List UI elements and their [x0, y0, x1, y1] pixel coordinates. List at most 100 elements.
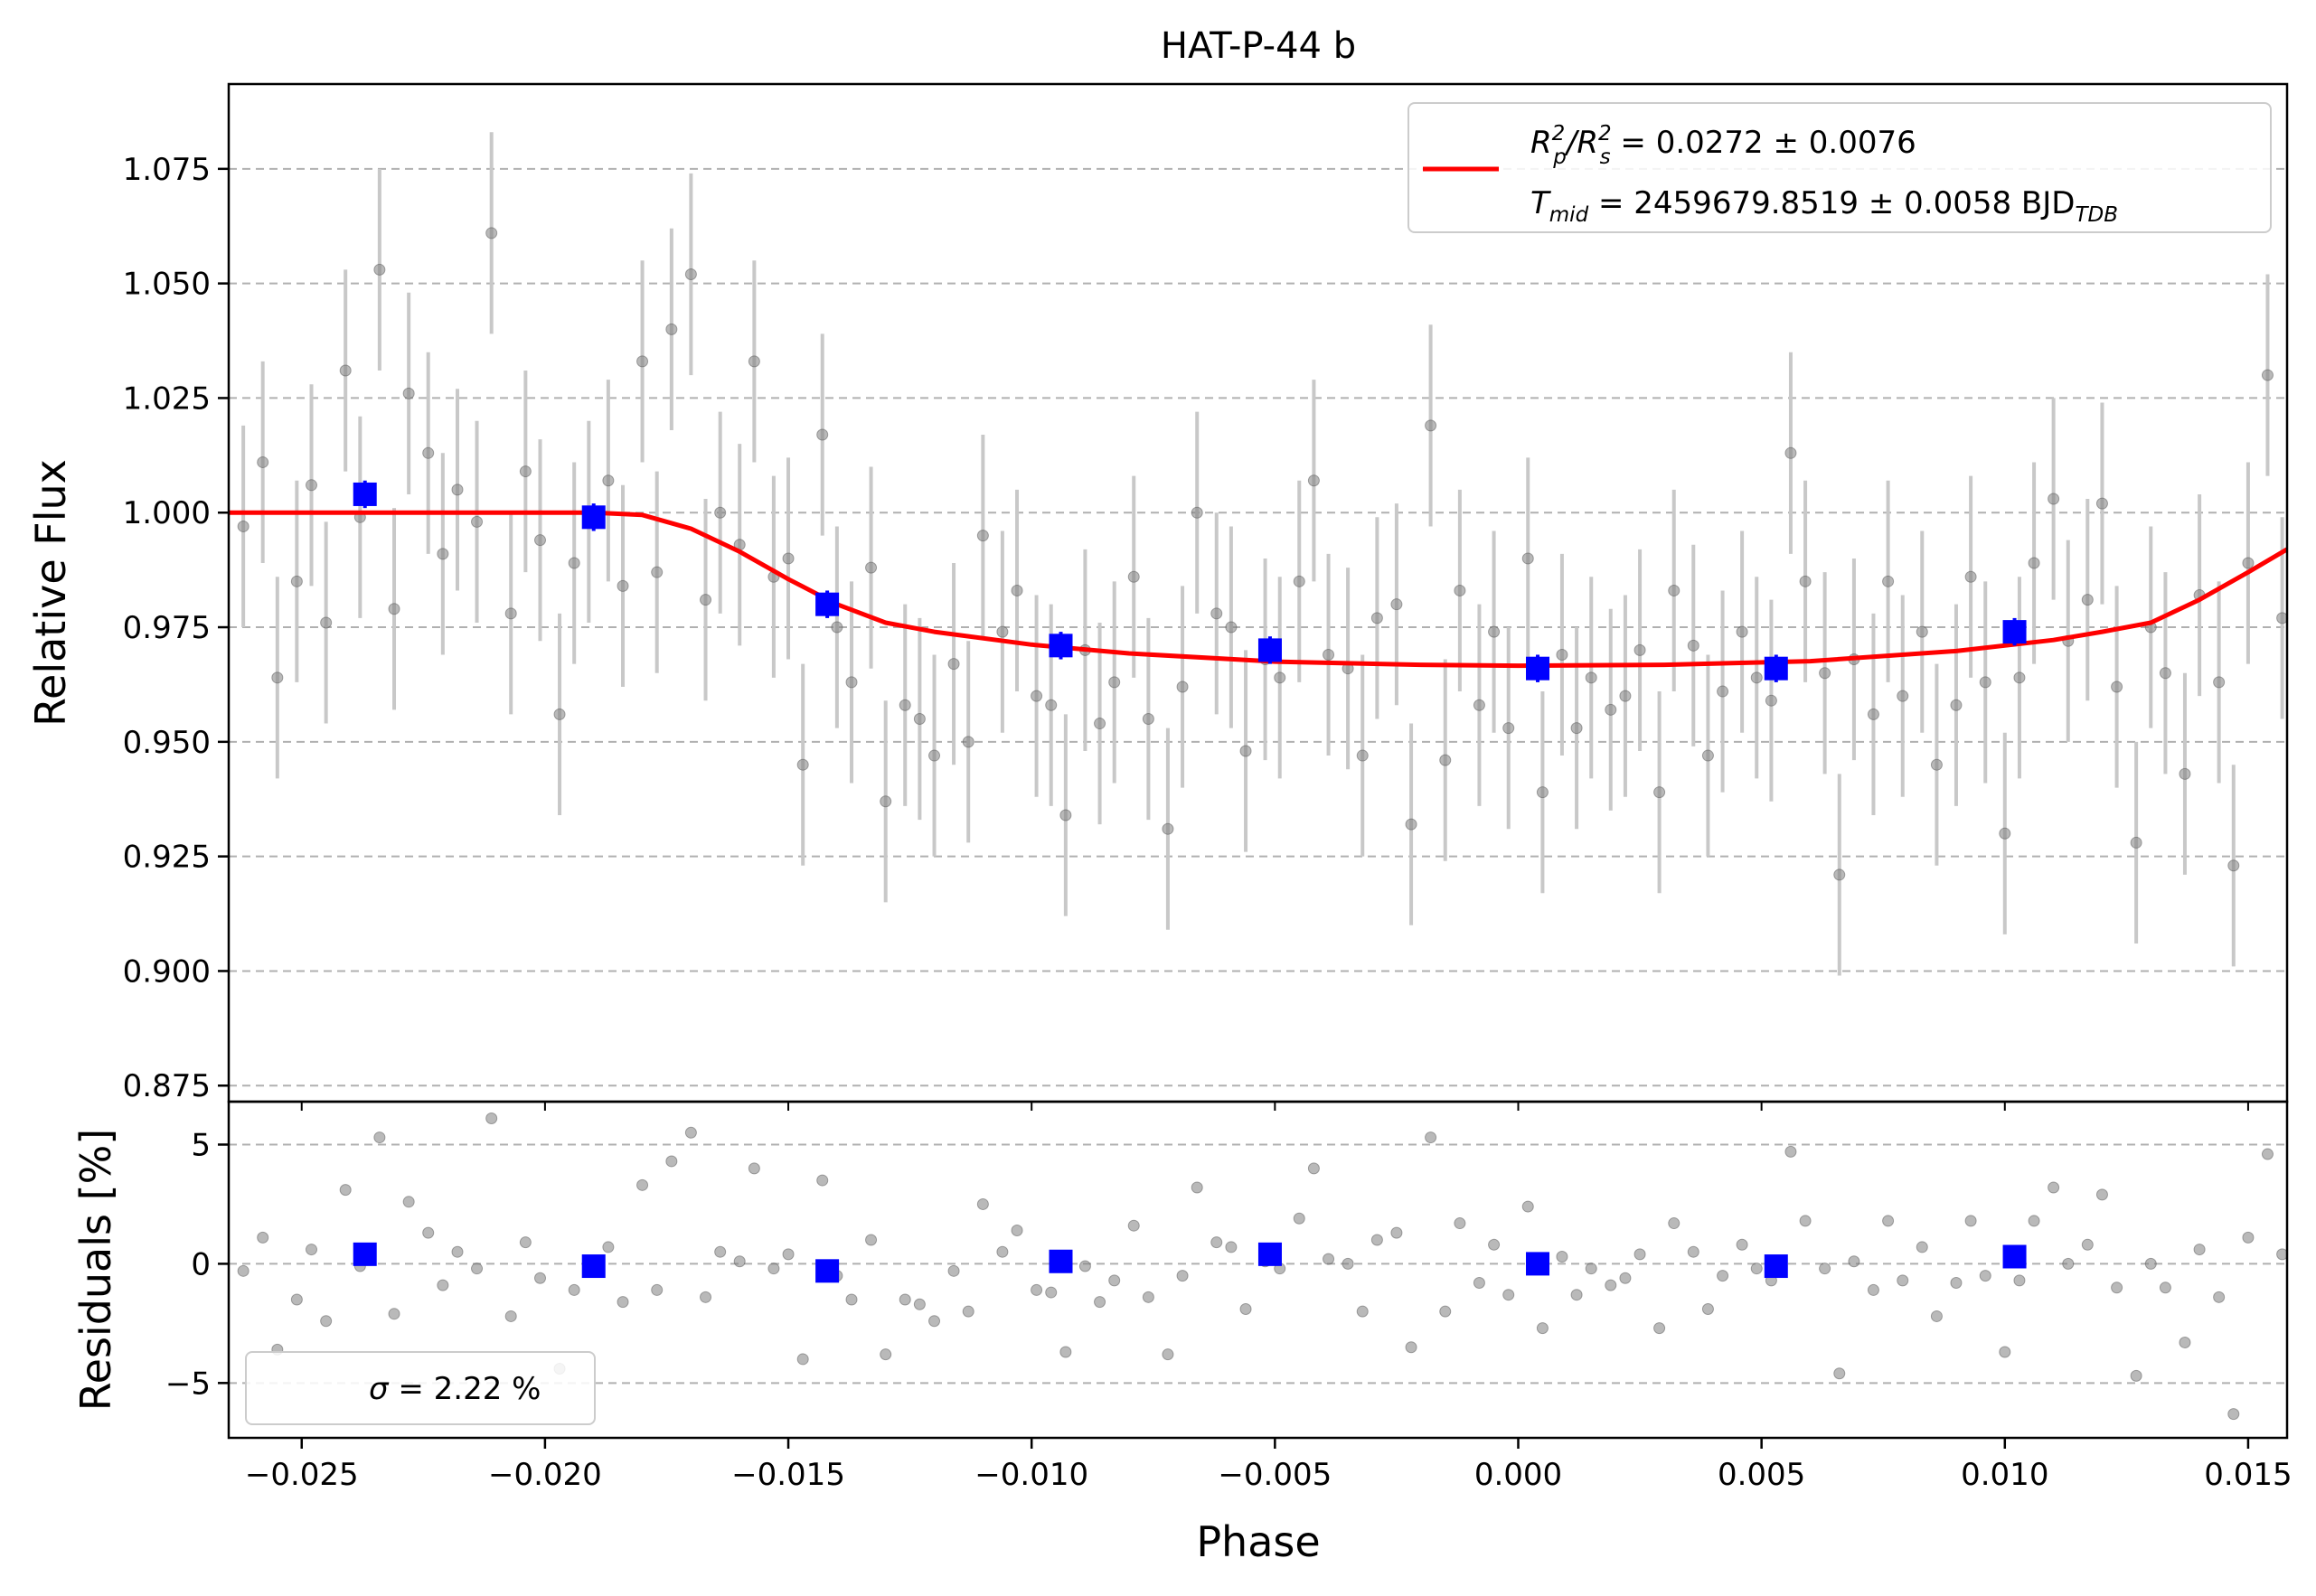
- top-data-point: [1750, 671, 1763, 684]
- residual-point: [899, 1293, 911, 1306]
- residual-binned-point: [2002, 1244, 2027, 1269]
- residual-point: [1819, 1263, 1831, 1275]
- top-data-point: [2028, 557, 2040, 569]
- top-data-point: [1191, 506, 1203, 519]
- top-data-point: [2095, 497, 2108, 510]
- top-data-point: [1784, 446, 1797, 459]
- top-data-point: [1390, 598, 1403, 611]
- top-data-point: [2242, 557, 2255, 569]
- legend-l1-sub2: s: [1600, 146, 1611, 169]
- residual-point: [2028, 1215, 2040, 1227]
- top-data-point: [2111, 681, 2123, 693]
- top-data-point: [1882, 575, 1895, 587]
- top-y-tick-label: 1.000: [123, 495, 211, 531]
- top-data-point: [437, 548, 449, 560]
- residual-point: [782, 1248, 795, 1261]
- top-binned-point: [2002, 620, 2027, 644]
- top-data-point: [1619, 690, 1632, 702]
- top-data-point: [451, 483, 464, 496]
- top-y-tick-label: 1.050: [123, 267, 211, 303]
- residual-point: [471, 1263, 484, 1275]
- top-data-point: [684, 268, 697, 280]
- top-data-point: [237, 520, 249, 532]
- bottom-legend-box: [245, 1351, 596, 1425]
- top-data-point: [2179, 767, 2191, 780]
- residual-point: [767, 1263, 780, 1275]
- residual-point: [1142, 1291, 1154, 1303]
- bottom-data-points: [237, 1112, 2289, 1421]
- top-data-point: [996, 625, 1009, 638]
- bottom-gridlines: [229, 1143, 2287, 1385]
- top-data-point: [519, 465, 532, 478]
- top-binned-point: [815, 592, 840, 616]
- residual-point: [1882, 1215, 1895, 1227]
- legend-l1-pre: R: [1530, 125, 1552, 161]
- top-data-point: [1127, 570, 1140, 583]
- legend-l1-post: = 0.0272 ± 0.0076: [1611, 125, 1916, 161]
- top-data-point: [748, 355, 760, 368]
- top-y-axis-title: Relative Flux: [26, 459, 75, 727]
- top-data-point: [1045, 699, 1058, 711]
- residual-point: [602, 1241, 615, 1253]
- top-data-point: [913, 712, 926, 725]
- x-axis-title: Phase: [1196, 1517, 1320, 1566]
- top-data-point: [1239, 745, 1252, 757]
- top-data-point: [976, 530, 989, 542]
- residual-point: [1390, 1226, 1403, 1239]
- residual-point: [1078, 1260, 1091, 1272]
- x-tick-label: −0.025: [245, 1457, 359, 1493]
- residual-point: [2179, 1336, 2191, 1348]
- top-data-point: [947, 658, 960, 671]
- residual-point: [2081, 1238, 2094, 1251]
- top-data-point: [1916, 625, 1928, 638]
- top-data-point: [553, 708, 566, 720]
- residual-point: [1687, 1245, 1699, 1258]
- top-data-point: [2130, 836, 2142, 849]
- residual-point: [257, 1231, 269, 1244]
- legend-sigma-value: = 2.22 %: [389, 1371, 541, 1407]
- residual-point: [320, 1315, 333, 1328]
- bottom-y-axis-title: Residuals [%]: [71, 1129, 120, 1411]
- top-data-point: [1585, 671, 1597, 684]
- residual-point: [947, 1264, 960, 1277]
- top-data-point: [899, 699, 911, 711]
- residual-point: [651, 1283, 664, 1296]
- residual-point: [437, 1279, 449, 1291]
- residual-point: [2213, 1291, 2226, 1303]
- top-data-point: [1405, 818, 1417, 831]
- top-y-tick-label: 1.075: [123, 152, 211, 188]
- residual-point: [2159, 1281, 2171, 1294]
- residual-point: [2227, 1408, 2240, 1421]
- top-data-point: [1176, 681, 1189, 693]
- top-data-point: [1979, 676, 1991, 689]
- legend-l2-sub: mid: [1549, 203, 1589, 227]
- residual-point: [1323, 1253, 1335, 1265]
- top-data-point: [1225, 621, 1238, 634]
- top-data-point: [1605, 703, 1617, 716]
- residual-point: [339, 1184, 352, 1197]
- residual-point: [913, 1298, 926, 1310]
- top-data-point: [1570, 722, 1583, 735]
- residual-point: [1750, 1263, 1763, 1275]
- top-data-point: [257, 455, 269, 468]
- residual-point: [1701, 1303, 1714, 1316]
- residual-point: [1342, 1257, 1354, 1270]
- residual-point: [237, 1264, 249, 1277]
- residual-point: [2095, 1188, 2108, 1201]
- residual-point: [636, 1178, 649, 1191]
- top-data-point: [339, 364, 352, 377]
- top-data-point: [1701, 749, 1714, 762]
- top-data-point: [1293, 575, 1305, 587]
- residual-point: [1668, 1217, 1681, 1230]
- residual-point: [1031, 1283, 1043, 1296]
- top-data-point: [1142, 712, 1154, 725]
- top-data-point: [1425, 419, 1437, 432]
- residual-point: [1964, 1215, 1977, 1227]
- top-binned-point: [581, 505, 606, 530]
- top-data-point: [1011, 584, 1023, 596]
- top-data-point: [1833, 868, 1846, 881]
- bottom-plot-frame: [227, 1100, 2289, 1440]
- top-data-point: [1521, 552, 1534, 565]
- residual-point: [451, 1245, 464, 1258]
- bottom-y-ticks: −5 0 5: [165, 1127, 229, 1402]
